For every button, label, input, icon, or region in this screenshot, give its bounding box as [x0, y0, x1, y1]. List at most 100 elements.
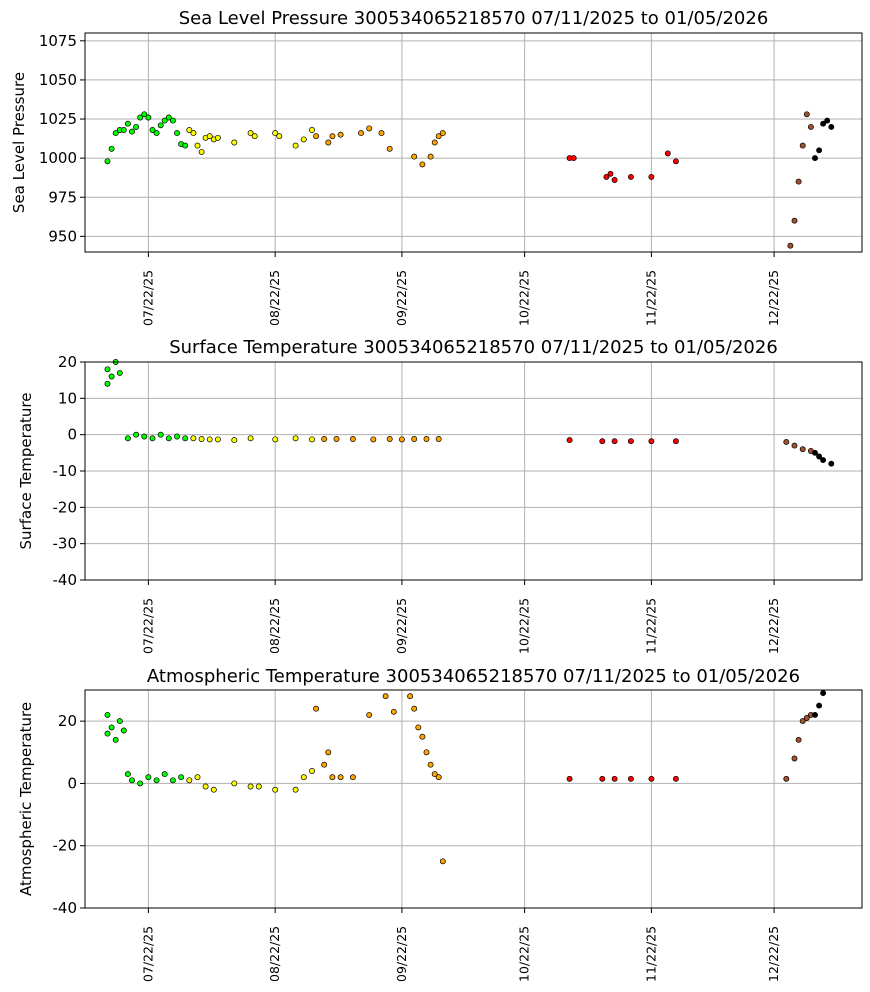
data-point: [124, 771, 131, 778]
data-point: [820, 690, 827, 697]
data-point: [186, 127, 193, 133]
x-tick-label: 07/22/25: [140, 926, 155, 982]
data-point: [398, 436, 405, 443]
data-point: [120, 727, 127, 734]
data-point: [292, 435, 299, 442]
y-tick-label: -40: [53, 571, 78, 589]
y-tick-label: -20: [53, 837, 78, 855]
data-point: [112, 736, 119, 743]
x-tick-label: 10/22/25: [517, 598, 532, 654]
data-point: [206, 133, 213, 140]
data-point: [276, 133, 283, 140]
data-point: [803, 715, 810, 721]
data-point: [783, 438, 790, 445]
data-point: [349, 774, 356, 781]
data-point: [190, 435, 197, 442]
data-point: [431, 139, 438, 146]
data-point: [599, 775, 606, 782]
data-point: [141, 433, 148, 440]
data-point: [672, 775, 679, 782]
data-point: [129, 128, 135, 135]
data-point: [435, 774, 442, 781]
data-point: [133, 431, 140, 438]
chart-title: Surface Temperature 300534065218570 07/1…: [169, 337, 778, 358]
data-point: [149, 435, 156, 442]
y-tick-label: 10: [58, 389, 77, 407]
data-point: [124, 435, 131, 442]
data-point: [566, 437, 573, 444]
data-point: [325, 139, 332, 146]
data-point: [255, 783, 262, 790]
data-point: [795, 736, 802, 743]
data-point: [309, 768, 315, 774]
data-point: [337, 131, 344, 138]
panel-1: 07/22/25 08/22/25 09/22/25 10/22/25 11/22/25…: [10, 8, 863, 326]
y-tick-label: -20: [53, 498, 78, 516]
data-point: [116, 369, 123, 376]
data-point: [321, 436, 328, 442]
data-point: [194, 142, 201, 149]
data-point: [411, 153, 418, 160]
data-point: [435, 133, 442, 140]
data-point: [627, 173, 634, 180]
data-point: [174, 433, 180, 440]
data-point: [812, 449, 818, 456]
data-point: [309, 436, 315, 443]
y-tick-label: 975: [48, 188, 77, 206]
data-point: [198, 148, 205, 155]
data-point: [358, 130, 364, 137]
data-point: [812, 711, 818, 718]
y-tick-label: 20: [58, 353, 77, 371]
data-point: [300, 136, 307, 143]
data-point: [137, 114, 144, 121]
data-point: [791, 217, 798, 224]
x-tick-label: 11/22/25: [643, 926, 658, 982]
data-point: [133, 123, 140, 130]
data-point: [824, 117, 831, 124]
x-tick-label: 08/22/25: [267, 270, 282, 326]
data-point: [431, 771, 438, 778]
data-point: [108, 373, 115, 380]
data-point: [157, 431, 164, 438]
data-point: [791, 442, 798, 449]
data-point: [247, 130, 254, 137]
data-point: [423, 436, 430, 442]
data-point: [186, 777, 193, 784]
data-point: [419, 161, 426, 168]
x-tick-label: 09/22/25: [394, 598, 409, 654]
data-point: [214, 134, 221, 141]
data-point: [607, 170, 614, 177]
data-point: [407, 693, 414, 700]
data-point: [337, 774, 344, 781]
y-tick-label: -30: [53, 535, 78, 553]
data-point: [415, 724, 422, 731]
y-tick-label: 1050: [39, 71, 77, 89]
data-point: [104, 380, 111, 387]
data-point: [141, 111, 148, 118]
data-point: [129, 777, 135, 784]
y-tick-label: 1025: [39, 110, 77, 128]
data-point: [427, 761, 434, 768]
data-point: [161, 117, 168, 124]
y-tick-label: 0: [67, 774, 77, 792]
x-tick-label: 09/22/25: [394, 926, 409, 982]
y-tick-label: 0: [67, 426, 77, 444]
data-point: [313, 133, 320, 140]
data-point: [145, 774, 152, 781]
y-axis-label: Sea Level Pressure: [10, 72, 28, 213]
chart-title: Sea Level Pressure 300534065218570 07/11…: [179, 8, 769, 29]
data-point: [165, 435, 172, 442]
data-point: [812, 155, 818, 162]
data-point: [333, 436, 340, 442]
data-point: [427, 153, 434, 160]
data-point: [108, 724, 115, 731]
data-point: [292, 142, 299, 149]
data-point: [329, 133, 336, 140]
data-point: [783, 775, 790, 782]
data-point: [648, 173, 655, 180]
data-point: [112, 130, 119, 137]
data-point: [803, 111, 810, 118]
data-point: [210, 786, 217, 793]
y-tick-label: 20: [58, 712, 77, 730]
data-point: [104, 711, 111, 718]
